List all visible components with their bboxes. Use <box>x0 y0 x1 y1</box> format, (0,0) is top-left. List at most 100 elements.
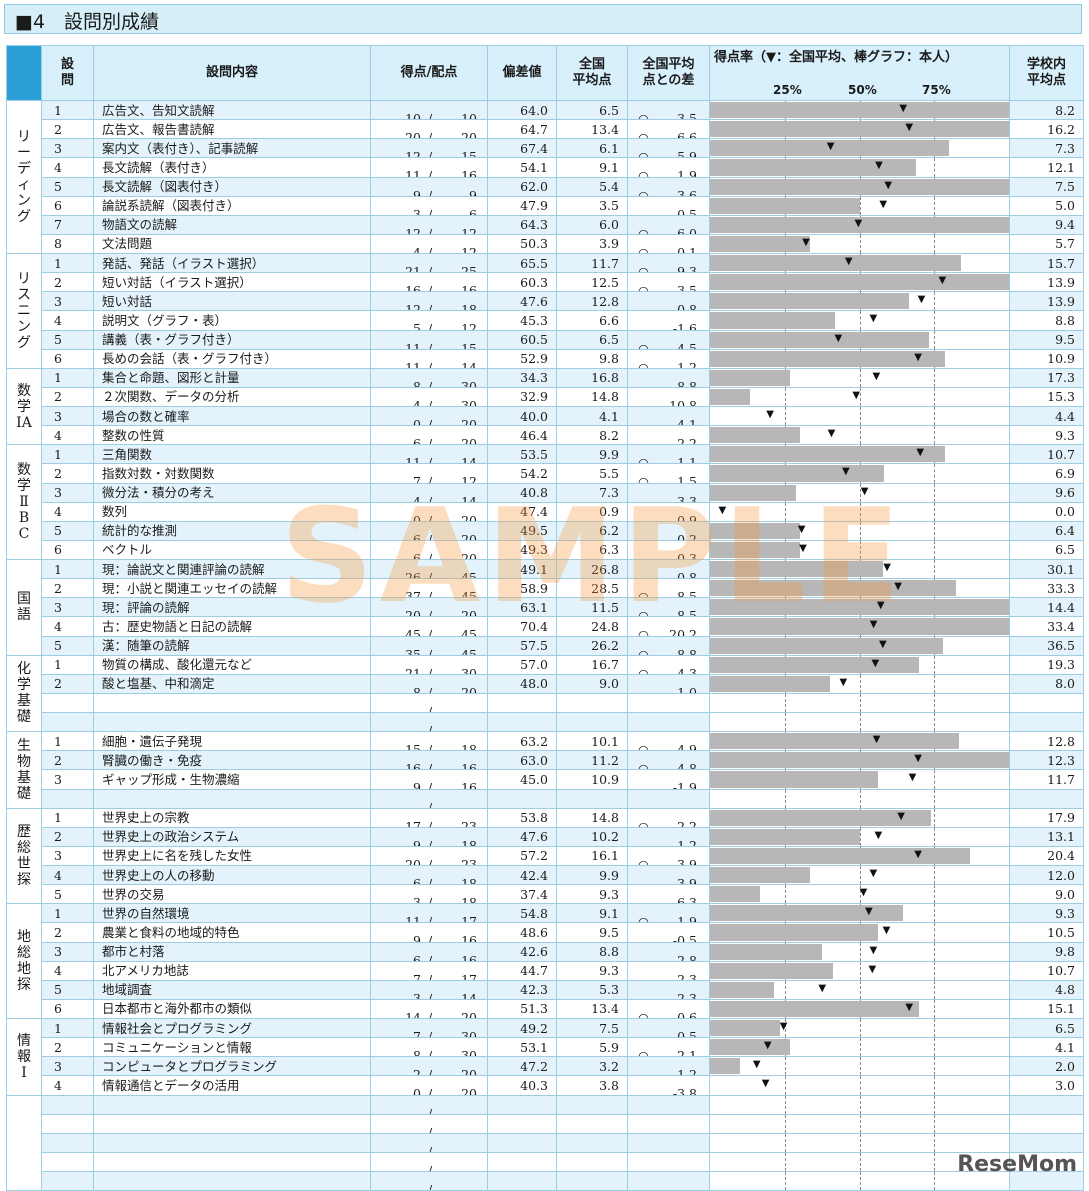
score-cell: 9 / 18 <box>370 826 488 847</box>
deviation-value: 57.0 <box>487 654 557 675</box>
question-content <box>93 1170 371 1191</box>
diff-value: 4.5 <box>677 340 697 350</box>
personal-rate-bar <box>710 522 800 539</box>
score-cell: 7 / 17 <box>370 960 488 981</box>
national-average-marker: ▼ <box>869 944 878 956</box>
score-max: 12 <box>461 321 477 330</box>
question-number: 3 <box>41 597 94 618</box>
question-content: コミュニケーションと情報 <box>93 1037 371 1058</box>
header-corner <box>6 45 42 101</box>
score-got: 4 <box>413 244 421 254</box>
gridline <box>859 675 861 693</box>
rate-title: 得点率（▼：全国平均、棒グラフ：本人） <box>714 50 958 65</box>
question-number: 2 <box>41 750 94 771</box>
subject-label: 化学基礎 <box>6 654 42 733</box>
score-slash: / <box>428 780 433 789</box>
question-number: 1 <box>41 654 94 675</box>
national-average-marker: ▼ <box>841 466 850 478</box>
gridline <box>784 981 786 999</box>
gridline <box>859 197 861 215</box>
question-content: 広告文、報告書読解 <box>93 119 371 140</box>
gridline <box>934 713 936 731</box>
score-cell: 12 / 12 <box>370 214 488 235</box>
gridline <box>934 885 936 903</box>
diff-cell: ○ 3.5 <box>627 99 710 121</box>
score-got: 20 <box>405 856 421 866</box>
national-average-marker: ▼ <box>871 657 880 669</box>
deviation-value <box>487 711 557 733</box>
diff-cell: ○ 4.5 <box>627 329 710 350</box>
school-average: 8.8 <box>1009 310 1084 331</box>
rate-bar-cell: ▼ <box>709 654 1010 675</box>
score-slash: / <box>428 378 433 388</box>
question-content: ベクトル <box>93 539 371 561</box>
question-content: 物質の構成、酸化還元など <box>93 654 371 675</box>
diff-cell: ○ 3.5 <box>627 272 710 293</box>
diff-cell: ○ 9.3 <box>627 252 710 274</box>
deviation-value: 49.1 <box>487 558 557 580</box>
question-content: 世界史上の政治システム <box>93 826 371 847</box>
question-content <box>93 711 371 733</box>
question-number: 2 <box>41 463 94 484</box>
deviation-value: 42.4 <box>487 864 557 886</box>
national-average: 24.8 <box>556 616 628 637</box>
table-row: 5 統計的な推測 6 / 20 49.5 6.2 -0.2 ▼ 6.4 <box>7 520 1084 541</box>
gridline <box>934 388 936 406</box>
table-row: / <box>7 1113 1084 1134</box>
personal-rate-bar <box>710 331 930 348</box>
score-got: 6 <box>413 550 421 560</box>
personal-rate-bar <box>710 312 835 329</box>
national-average: 9.9 <box>556 444 628 465</box>
gridline <box>859 522 861 540</box>
personal-rate-bar <box>710 255 962 272</box>
question-content <box>93 1094 371 1115</box>
national-average: 8.2 <box>556 425 628 446</box>
gridline <box>784 1096 786 1114</box>
diff-cell: -1.9 <box>627 769 710 790</box>
school-average: 6.5 <box>1009 1017 1084 1039</box>
school-average: 17.9 <box>1009 807 1084 828</box>
score-cell: 11 / 14 <box>370 348 488 369</box>
score-cell: 35 / 45 <box>370 635 488 656</box>
score-max: 45 <box>461 570 477 579</box>
rate-bar-cell: ▼ <box>709 520 1010 541</box>
deviation-value <box>487 1170 557 1191</box>
table-row: 6 ベクトル 6/20 49.3 6.3 -0.3 ▼ 6.5 <box>7 539 1084 561</box>
rate-bar-cell: ▼ <box>709 998 1010 1020</box>
table-row: / <box>7 692 1084 714</box>
score-got: 16 <box>405 761 421 770</box>
score-cell: 12 / 15 <box>370 138 488 159</box>
diff-cell <box>627 711 710 733</box>
rate-bar-cell: ▼ <box>709 425 1010 446</box>
question-number <box>41 1094 94 1115</box>
score-max: 25 <box>461 264 477 273</box>
score-got: 45 <box>405 627 421 636</box>
gridline <box>859 943 861 961</box>
score-slash: / <box>428 359 433 369</box>
question-number: 5 <box>41 979 94 1000</box>
personal-rate-bar <box>710 771 879 788</box>
school-average: 30.1 <box>1009 558 1084 580</box>
question-content: 三角関数 <box>93 444 371 465</box>
score-cell: 37 / 45 <box>370 578 488 599</box>
score-got: 6 <box>413 952 421 962</box>
school-average <box>1009 692 1084 714</box>
personal-rate-bar <box>710 446 945 463</box>
question-number: 1 <box>41 903 94 924</box>
school-average: 8.2 <box>1009 99 1084 121</box>
subject-label-text: 化学基礎 <box>17 661 31 726</box>
table-row: 4 整数の性質 6 / 20 46.4 8.2 -2.2 ▼ 9.3 <box>7 425 1084 446</box>
question-number: 5 <box>41 635 94 656</box>
question-number: 3 <box>41 769 94 790</box>
gridline <box>934 158 936 176</box>
question-content <box>93 788 371 809</box>
gridline <box>934 522 936 540</box>
score-slash: / <box>428 130 433 139</box>
subject-label: リスニング <box>6 253 42 369</box>
gridline <box>784 790 786 808</box>
gridline <box>934 1076 936 1094</box>
score-slash: / <box>428 990 433 1000</box>
score-max: 20 <box>461 1009 477 1019</box>
question-content <box>93 692 371 714</box>
national-average <box>556 1132 628 1153</box>
